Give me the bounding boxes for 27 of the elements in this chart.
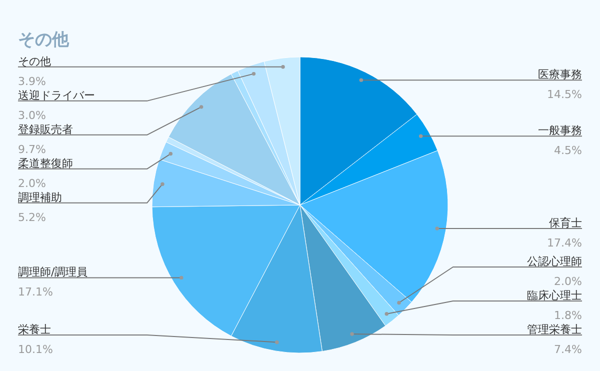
slice-label: 公認心理師 (527, 255, 582, 268)
slice-label: 管理栄養士 (527, 323, 582, 336)
data-label: 3.9% (18, 74, 46, 88)
data-label: 3.0% (18, 108, 46, 122)
data-label: 17.4% (547, 236, 582, 250)
data-label: 14.5% (547, 88, 582, 102)
slice-label: 一般事務 (538, 124, 582, 138)
data-label: 2.0% (18, 176, 46, 190)
data-label: 4.5% (554, 144, 582, 158)
data-label: 9.7% (18, 142, 46, 156)
slice-label: 保育士 (549, 216, 582, 230)
chart-title: その他 (18, 30, 70, 50)
slice-label: 調理師/調理員 (18, 266, 88, 279)
data-label: 7.4% (554, 343, 582, 356)
slice-label: 送迎ドライバー (18, 88, 95, 102)
data-label: 5.2% (18, 210, 46, 224)
data-label: 1.8% (554, 309, 582, 322)
slice-label: 登録販売者 (18, 122, 73, 136)
slice-label: 柔道整復師 (18, 156, 73, 170)
slice-label: 調理補助 (18, 190, 62, 204)
data-label: 2.0% (554, 275, 582, 288)
data-label: 17.1% (18, 286, 53, 299)
slice-label: その他 (18, 54, 51, 68)
slice-label: 医療事務 (538, 68, 582, 82)
data-label: 10.1% (18, 343, 53, 356)
slice-label: 栄養士 (18, 323, 51, 336)
slice-label: 臨床心理士 (527, 289, 582, 302)
